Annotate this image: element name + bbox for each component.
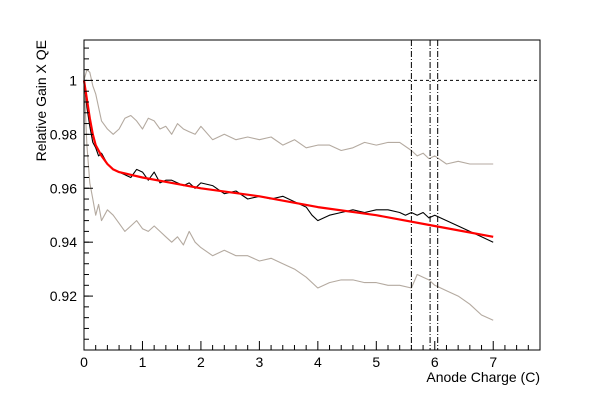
x-tick-label: 4 [314, 354, 322, 370]
x-tick-label: 5 [372, 354, 380, 370]
x-tick-label: 7 [489, 354, 497, 370]
x-tick-label: 6 [431, 354, 439, 370]
series-fit [82, 80, 494, 238]
fit-series [82, 80, 494, 238]
y-tick-label: 0.92 [50, 288, 77, 304]
data-series [83, 80, 494, 243]
plot-frame [83, 39, 541, 351]
uncertainty-bands [83, 69, 494, 321]
x-tick-label: 0 [80, 354, 88, 370]
y-tick-label: 0.94 [50, 234, 77, 250]
axis-ticks: 0 1 2 3 4 5 6 7 0.92 0.94 0.96 0.98 1 [50, 47, 529, 370]
series-upper-band [83, 69, 494, 165]
x-tick-label: 3 [255, 354, 263, 370]
y-axis-label: Relative Gain X QE [33, 40, 49, 161]
series-lower-band [83, 80, 494, 321]
series-data [83, 80, 494, 243]
x-tick-label: 1 [139, 354, 147, 370]
x-axis-label: Anode Charge (C) [426, 369, 540, 385]
x-tick-label: 2 [197, 354, 205, 370]
y-tick-label: 0.98 [50, 126, 77, 142]
y-tick-label: 1 [69, 72, 77, 88]
reference-lines [84, 40, 540, 350]
y-tick-label: 0.96 [50, 180, 77, 196]
